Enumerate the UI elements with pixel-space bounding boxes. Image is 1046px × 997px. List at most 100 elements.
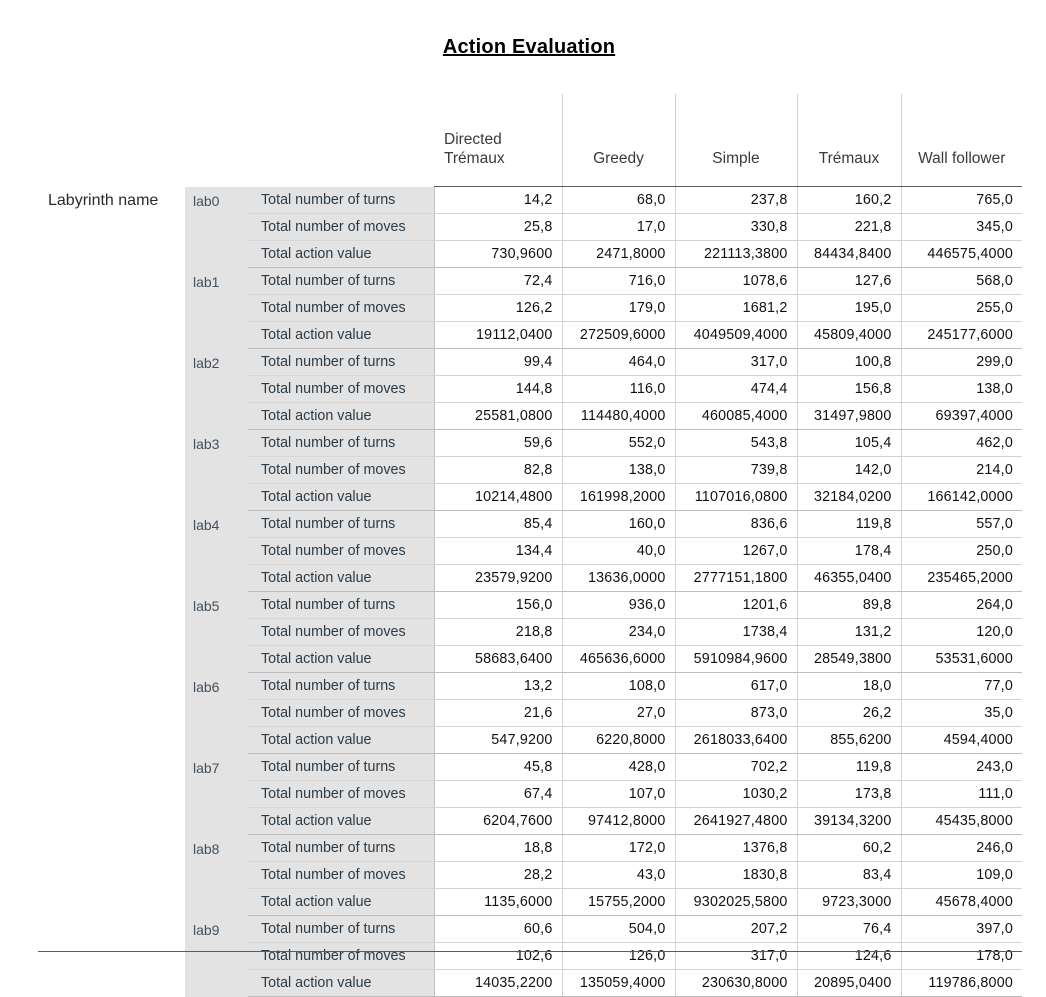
table-cell: 19112,0400 <box>433 321 562 349</box>
table-cell: 1738,4 <box>674 618 797 646</box>
action-evaluation-table: Directed Trémaux Greedy Simple Trémaux W… <box>38 94 1022 997</box>
table-cell: 397,0 <box>900 915 1022 943</box>
table-cell: 45,8 <box>433 753 562 781</box>
measure-label: Total number of moves <box>248 537 434 565</box>
table-row: lab4 Total number of turns 85,4 160,0 836,6 1… <box>38 510 1022 592</box>
measure-label: Total number of moves <box>248 375 434 403</box>
measure-label: Total number of turns <box>248 510 434 538</box>
table-cell: 557,0 <box>900 510 1022 538</box>
table-cell: 116,0 <box>561 375 675 403</box>
table-cell: 60,6 <box>433 915 562 943</box>
table-cell: 32184,0200 <box>796 483 901 511</box>
table-cell: 85,4 <box>433 510 562 538</box>
measure-label: Total action value <box>248 564 434 592</box>
measure-label: Total action value <box>248 807 434 835</box>
table-row: Total number of moves 28,2 43,0 1830,8 83,4 1… <box>38 861 1022 889</box>
table-cell: 119786,8000 <box>900 969 1022 997</box>
table-cell: 446575,4000 <box>900 240 1022 268</box>
table-cell: 14,2 <box>433 186 562 214</box>
table-cell: 40,0 <box>561 537 675 565</box>
table-row: Total number of moves 144,8 116,0 474,4 156,… <box>38 375 1022 403</box>
table-row: Total action value 19112,0400 272509,6000 4… <box>38 321 1022 349</box>
table-cell: 83,4 <box>796 861 901 889</box>
corner-blank <box>185 94 248 187</box>
table-cell: 230630,8000 <box>674 969 797 997</box>
labyrinth-label: lab6 <box>185 672 248 754</box>
table-cell: 18,0 <box>796 672 901 700</box>
table-cell: 765,0 <box>900 186 1022 214</box>
table-cell: 462,0 <box>900 429 1022 457</box>
column-header-greedy: Greedy <box>561 94 675 187</box>
table-cell: 9723,3000 <box>796 888 901 916</box>
measure-label: Total action value <box>248 726 434 754</box>
corner-blank <box>248 94 434 187</box>
table-cell: 166142,0000 <box>900 483 1022 511</box>
table-cell: 1201,6 <box>674 591 797 619</box>
labyrinth-label: lab3 <box>185 429 248 511</box>
measure-label: Total number of moves <box>248 294 434 322</box>
table-cell: 255,0 <box>900 294 1022 322</box>
table-cell: 13,2 <box>433 672 562 700</box>
table-cell: 317,0 <box>674 942 797 970</box>
table-cell: 160,2 <box>796 186 901 214</box>
measure-label: Total number of turns <box>248 267 434 295</box>
table-cell: 142,0 <box>796 456 901 484</box>
table-cell: 84434,8400 <box>796 240 901 268</box>
measure-label: Total action value <box>248 402 434 430</box>
table-row: lab9 Total number of turns 60,6 504,0 207,2 7… <box>38 915 1022 997</box>
table-cell: 4049509,4000 <box>674 321 797 349</box>
table-cell: 119,8 <box>796 753 901 781</box>
table-cell: 77,0 <box>900 672 1022 700</box>
table-cell: 235465,2000 <box>900 564 1022 592</box>
labyrinth-label: lab0 <box>185 186 248 268</box>
table-cell: 243,0 <box>900 753 1022 781</box>
table-cell: 45435,8000 <box>900 807 1022 835</box>
labyrinth-label: lab9 <box>185 915 248 997</box>
table-row: Total action value 730,9600 2471,8000 22111… <box>38 240 1022 268</box>
table-cell: 105,4 <box>796 429 901 457</box>
table-cell: 161998,2000 <box>561 483 675 511</box>
header-row: Directed Trémaux Greedy Simple Trémaux W… <box>38 94 1022 187</box>
labyrinth-label: lab4 <box>185 510 248 592</box>
table-cell: 134,4 <box>433 537 562 565</box>
table-cell: 25,8 <box>433 213 562 241</box>
table-row: Total action value 58683,6400 465636,6000 5… <box>38 645 1022 673</box>
table-cell: 14035,2200 <box>433 969 562 997</box>
table-cell: 1376,8 <box>674 834 797 862</box>
table-cell: 10214,4800 <box>433 483 562 511</box>
table-cell: 45678,4000 <box>900 888 1022 916</box>
table-row: Total number of moves 102,6 126,0 317,0 124,… <box>38 942 1022 970</box>
table-cell: 13636,0000 <box>561 564 675 592</box>
table-row: Total number of moves 218,8 234,0 1738,4 131… <box>38 618 1022 646</box>
table-row: lab7 Total number of turns 45,8 428,0 702,2 1… <box>38 753 1022 835</box>
table-cell: 214,0 <box>900 456 1022 484</box>
measure-label: Total number of moves <box>248 780 434 808</box>
table-cell: 730,9600 <box>433 240 562 268</box>
table-cell: 873,0 <box>674 699 797 727</box>
table-cell: 15755,2000 <box>561 888 675 916</box>
measure-label: Total number of turns <box>248 591 434 619</box>
table-cell: 172,0 <box>561 834 675 862</box>
row-dimension-label: Labyrinth name <box>38 186 185 997</box>
table-row: Total number of moves 126,2 179,0 1681,2 195… <box>38 294 1022 322</box>
table-cell: 156,8 <box>796 375 901 403</box>
column-header-simple: Simple <box>674 94 797 187</box>
table-cell: 25581,0800 <box>433 402 562 430</box>
table-cell: 836,6 <box>674 510 797 538</box>
table-row: Total action value 1135,6000 15755,2000 930… <box>38 888 1022 916</box>
table-cell: 111,0 <box>900 780 1022 808</box>
column-header-tremaux: Trémaux <box>796 94 901 187</box>
table-cell: 89,8 <box>796 591 901 619</box>
table-cell: 26,2 <box>796 699 901 727</box>
table-cell: 27,0 <box>561 699 675 727</box>
table-cell: 221113,3800 <box>674 240 797 268</box>
table-cell: 504,0 <box>561 915 675 943</box>
measure-label: Total number of moves <box>248 213 434 241</box>
measure-label: Total action value <box>248 321 434 349</box>
measure-label: Total action value <box>248 240 434 268</box>
table-cell: 207,2 <box>674 915 797 943</box>
table-cell: 543,8 <box>674 429 797 457</box>
column-header-directed-tremaux: Directed Trémaux <box>434 94 562 187</box>
table-cell: 20895,0400 <box>796 969 901 997</box>
table-cell: 127,6 <box>796 267 901 295</box>
